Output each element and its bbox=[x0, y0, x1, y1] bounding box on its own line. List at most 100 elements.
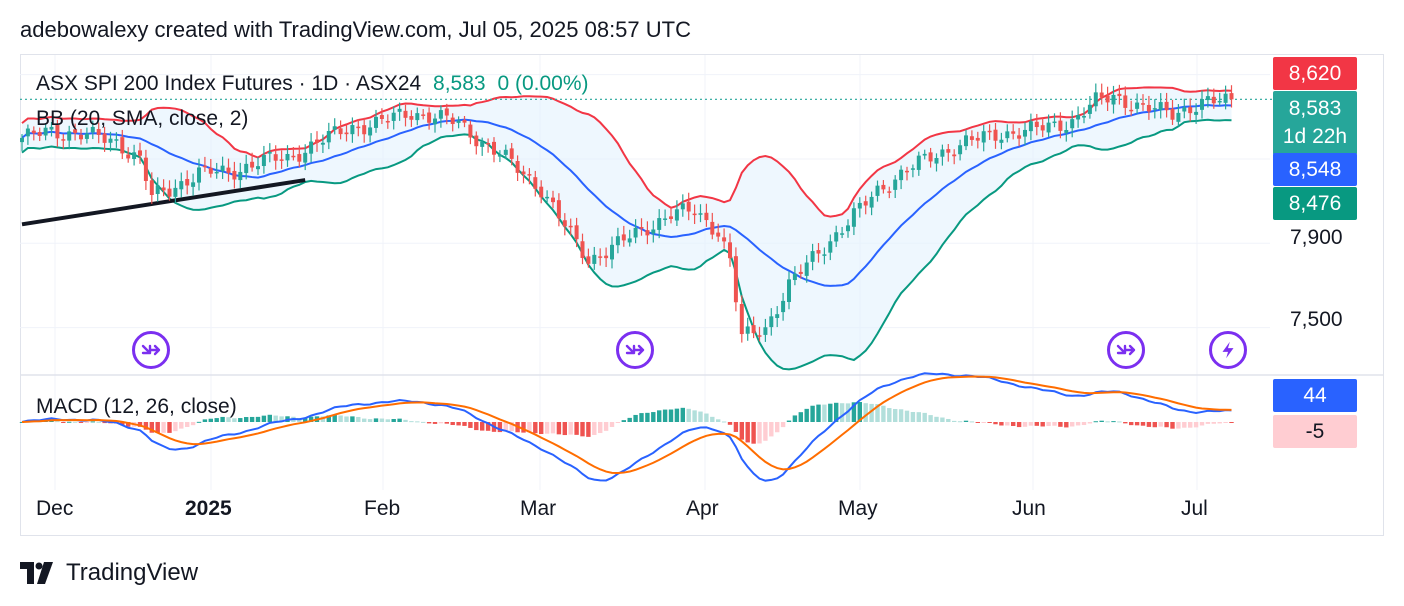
macd-histogram-bar bbox=[928, 415, 933, 422]
candle-body bbox=[1194, 111, 1199, 115]
candle-body bbox=[604, 255, 609, 259]
candle-body bbox=[975, 137, 980, 141]
macd-histogram-bar bbox=[721, 421, 727, 423]
candle-body bbox=[887, 191, 892, 193]
macd-histogram-bar bbox=[999, 422, 1004, 426]
candle-body bbox=[96, 129, 101, 135]
macd-histogram-bar bbox=[403, 419, 408, 422]
price-change: 0 (0.00%) bbox=[497, 72, 589, 95]
macd-histogram-bar bbox=[143, 422, 149, 430]
candle-body bbox=[1023, 129, 1027, 137]
candle-body bbox=[1141, 103, 1145, 105]
candle-body bbox=[220, 165, 225, 172]
candle-body bbox=[686, 201, 691, 212]
macd-histogram-bar bbox=[444, 422, 449, 424]
candle-body bbox=[981, 131, 986, 143]
candle-body bbox=[291, 155, 296, 158]
symbol-legend[interactable]: ASX SPI 200 Index Futures · 1D · ASX24 8… bbox=[36, 72, 589, 96]
candle-body bbox=[79, 134, 83, 140]
macd-histogram-bar bbox=[480, 422, 485, 431]
macd-histogram-bar bbox=[733, 422, 739, 432]
candle-body bbox=[1170, 108, 1175, 120]
candle-body bbox=[244, 163, 249, 174]
macd-histogram-bar bbox=[957, 421, 963, 423]
candle-body bbox=[545, 196, 550, 199]
macd-histogram-bar bbox=[521, 422, 526, 433]
candle-body bbox=[132, 152, 137, 159]
candle-body bbox=[90, 126, 95, 133]
candle-body bbox=[828, 241, 833, 253]
candle-body bbox=[875, 185, 880, 196]
forward-arrow-icon[interactable] bbox=[616, 331, 654, 369]
macd-histogram-bar bbox=[1229, 422, 1234, 423]
candle-body bbox=[214, 171, 219, 174]
macd-histogram-bar bbox=[851, 402, 857, 422]
macd-histogram-bar bbox=[533, 422, 538, 434]
macd-histogram-bar bbox=[615, 422, 621, 423]
lightning-icon[interactable] bbox=[1209, 331, 1247, 369]
macd-histogram-bar bbox=[544, 422, 550, 434]
macd-histogram-bar bbox=[1134, 422, 1140, 426]
macd-histogram-bar bbox=[810, 405, 815, 422]
macd-histogram-bar bbox=[586, 422, 591, 437]
y-tick-label: 7,900 bbox=[1290, 226, 1343, 249]
macd-histogram-bar bbox=[828, 403, 833, 422]
macd-histogram-bar bbox=[1028, 422, 1034, 426]
candle-body bbox=[315, 139, 319, 143]
bb-upper-tag: 8,620 bbox=[1273, 57, 1357, 90]
macd-histogram-bar bbox=[987, 422, 992, 423]
footer: TradingView bbox=[20, 558, 198, 588]
macd-histogram-bar bbox=[798, 412, 803, 422]
candle-body bbox=[350, 125, 355, 135]
macd-histogram-bar bbox=[179, 422, 184, 429]
macd-histogram-bar bbox=[550, 422, 556, 434]
trendline bbox=[21, 178, 306, 227]
candle-body bbox=[143, 157, 148, 181]
candle-body bbox=[49, 126, 54, 130]
candle-body bbox=[592, 254, 597, 264]
x-tick-label: Jun bbox=[1012, 497, 1046, 520]
macd-histogram-bar bbox=[474, 422, 479, 431]
candle-body bbox=[521, 171, 526, 175]
last-price-value: 8,583 bbox=[1288, 97, 1342, 120]
candle-body bbox=[344, 132, 349, 135]
candle-body bbox=[126, 154, 131, 159]
candle-body bbox=[952, 154, 957, 157]
macd-histogram-bar bbox=[1093, 421, 1098, 423]
last-price-tag: 8,583 1d 22h bbox=[1273, 91, 1357, 155]
bb-legend[interactable]: BB (20, SMA, close, 2) bbox=[36, 107, 249, 130]
candle-body bbox=[226, 167, 231, 173]
macd-histogram-bar bbox=[261, 415, 267, 422]
macd-histogram-bar bbox=[356, 416, 361, 422]
macd-histogram-bar bbox=[220, 416, 225, 422]
macd-histogram-bar bbox=[503, 422, 508, 432]
candle-body bbox=[769, 316, 774, 328]
macd-histogram-bar bbox=[1193, 422, 1199, 428]
macd-histogram-bar bbox=[739, 422, 744, 440]
macd-histogram-bar bbox=[1199, 422, 1205, 426]
candle-body bbox=[73, 129, 78, 134]
candle-body bbox=[958, 145, 963, 155]
macd-histogram-bar bbox=[662, 409, 668, 422]
candle-body bbox=[633, 227, 638, 238]
candle-body bbox=[757, 335, 762, 337]
forward-arrow-icon[interactable] bbox=[1107, 331, 1145, 369]
macd-histogram-bar bbox=[1123, 422, 1128, 424]
candle-body bbox=[568, 225, 573, 228]
candle-body bbox=[698, 213, 703, 215]
macd-histogram-bar bbox=[621, 420, 626, 422]
candle-body bbox=[722, 237, 727, 242]
macd-histogram-bar bbox=[1117, 421, 1122, 423]
macd-histogram-bar bbox=[657, 410, 662, 422]
macd-legend[interactable]: MACD (12, 26, close) bbox=[36, 395, 237, 418]
candle-body bbox=[621, 234, 626, 241]
candle-body bbox=[1135, 102, 1140, 109]
forward-arrow-icon[interactable] bbox=[132, 331, 170, 369]
macd-histogram-bar bbox=[568, 422, 573, 435]
macd-histogram-bar bbox=[993, 422, 998, 425]
macd-histogram-bar bbox=[822, 404, 827, 422]
macd-histogram-bar bbox=[769, 422, 774, 437]
candle-body bbox=[804, 262, 809, 276]
macd-histogram-bar bbox=[367, 419, 373, 422]
